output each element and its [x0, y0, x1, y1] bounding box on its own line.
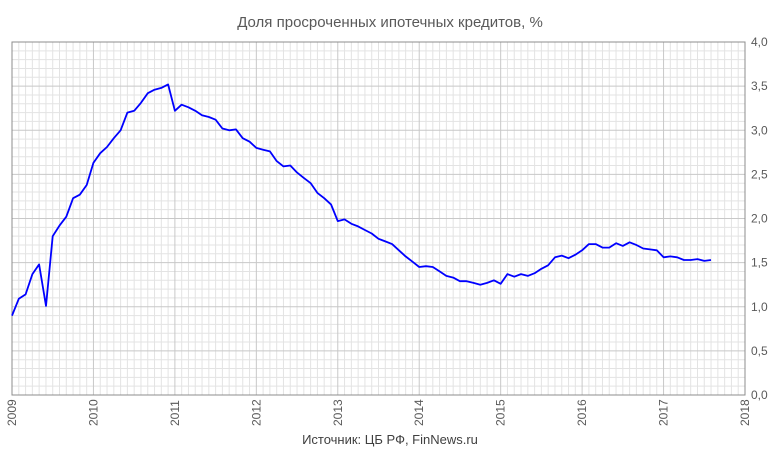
- y-tick-label: 3,5: [751, 79, 768, 93]
- x-tick-label: 2011: [168, 400, 182, 426]
- y-tick-label: 2,0: [751, 212, 768, 226]
- x-tick-label: 2018: [738, 399, 752, 426]
- y-tick-label: 0,0: [751, 388, 768, 402]
- x-tick-label: 2010: [86, 399, 100, 426]
- chart-title: Доля просроченных ипотечных кредитов, %: [237, 14, 543, 31]
- x-tick-label: 2014: [412, 399, 426, 426]
- y-tick-label: 2,5: [751, 167, 768, 181]
- x-tick-label: 2009: [5, 399, 19, 426]
- source-caption: Источник: ЦБ РФ, FinNews.ru: [302, 432, 478, 447]
- x-tick-label: 2015: [494, 399, 508, 426]
- series-line-overdue-mortgage-share: [11, 83, 712, 316]
- x-tick-label: 2012: [249, 399, 263, 426]
- y-tick-label: 4,0: [751, 35, 768, 49]
- x-tick-label: 2013: [331, 399, 345, 426]
- y-tick-label: 0,5: [751, 344, 768, 358]
- plot-border: [11, 41, 746, 396]
- y-tick-label: 1,0: [751, 300, 768, 314]
- x-tick-label: 2017: [657, 399, 671, 426]
- y-tick-label: 1,5: [751, 256, 768, 270]
- x-tick-label: 2016: [575, 399, 589, 426]
- y-tick-label: 3,0: [751, 123, 768, 137]
